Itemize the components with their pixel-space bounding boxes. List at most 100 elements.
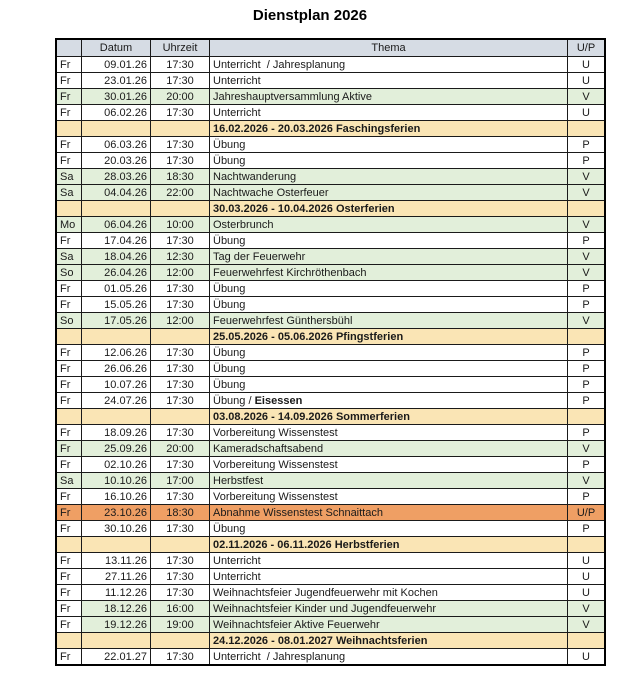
cell-datum: 10.10.26	[81, 472, 151, 489]
cell-uhrzeit: 17:30	[150, 456, 210, 473]
cell-up: V	[567, 216, 606, 233]
cell-uhrzeit: 10:00	[150, 216, 210, 233]
cell-day: Fr	[55, 280, 82, 297]
event-row: So 17.05.26 12:00 Feuerwehrfest Günthersbüh…	[55, 312, 606, 329]
cell-uhrzeit: 17:30	[150, 344, 210, 361]
cell-up: P	[567, 232, 606, 249]
cell-up	[567, 536, 606, 553]
event-row: Fr 20.03.26 17:30 Übung P	[55, 152, 606, 169]
cell-datum: 06.02.26	[81, 104, 151, 121]
cell-datum: 23.01.26	[81, 72, 151, 89]
cell-uhrzeit: 17:30	[150, 392, 210, 409]
cell-up: U	[567, 552, 606, 569]
event-row: Fr 27.11.26 17:30 Unterricht U	[55, 568, 606, 585]
cell-uhrzeit: 22:00	[150, 184, 210, 201]
cell-thema: Kameradschaftsabend	[209, 440, 568, 457]
cell-datum: 18.04.26	[81, 248, 151, 265]
cell-day	[55, 408, 82, 425]
cell-day: Fr	[55, 504, 82, 521]
cell-up: P	[567, 152, 606, 169]
cell-thema: Unterricht	[209, 552, 568, 569]
cell-thema: Übung	[209, 136, 568, 153]
cell-uhrzeit: 20:00	[150, 88, 210, 105]
cell-thema: Vorbereitung Wissenstest	[209, 424, 568, 441]
cell-up	[567, 408, 606, 425]
cell-datum	[81, 120, 151, 137]
cell-thema: Übung	[209, 376, 568, 393]
event-row: Fr 01.05.26 17:30 Übung P	[55, 280, 606, 297]
cell-datum	[81, 200, 151, 217]
dienstplan-table: Datum Uhrzeit Thema U/P Fr 09.01.26 17:30 U…	[55, 38, 606, 666]
event-row: Sa 04.04.26 22:00 Nachtwache Osterfeuer V	[55, 184, 606, 201]
cell-uhrzeit: 17:30	[150, 104, 210, 121]
cell-datum: 30.01.26	[81, 88, 151, 105]
cell-uhrzeit: 17:30	[150, 584, 210, 601]
cell-up	[567, 200, 606, 217]
event-row: Fr 12.06.26 17:30 Übung P	[55, 344, 606, 361]
cell-day	[55, 632, 82, 649]
cell-thema: Abnahme Wissenstest Schnaittach	[209, 504, 568, 521]
cell-thema: Herbstfest	[209, 472, 568, 489]
cell-thema: Übung / Eisessen	[209, 392, 568, 409]
cell-uhrzeit: 18:30	[150, 504, 210, 521]
event-row: Fr 19.12.26 19:00 Weihnachtsfeier Aktive Fe…	[55, 616, 606, 633]
cell-datum: 17.04.26	[81, 232, 151, 249]
cell-thema: Unterricht / Jahresplanung	[209, 56, 568, 73]
cell-uhrzeit: 17:30	[150, 424, 210, 441]
cell-datum: 18.09.26	[81, 424, 151, 441]
cell-thema: Feuerwehrfest Günthersbühl	[209, 312, 568, 329]
cell-up: U	[567, 104, 606, 121]
thema-bold-text: Eisessen	[254, 394, 303, 407]
cell-up: V	[567, 184, 606, 201]
cell-uhrzeit: 17:30	[150, 552, 210, 569]
event-row: Fr 06.03.26 17:30 Übung P	[55, 136, 606, 153]
cell-uhrzeit: 12:00	[150, 264, 210, 281]
cell-day: Fr	[55, 136, 82, 153]
cell-datum: 26.06.26	[81, 360, 151, 377]
cell-up: V	[567, 472, 606, 489]
cell-thema: Unterricht	[209, 104, 568, 121]
cell-day: Fr	[55, 568, 82, 585]
cell-up	[567, 632, 606, 649]
cell-thema: Weihnachtsfeier Aktive Feuerwehr	[209, 616, 568, 633]
cell-up: U	[567, 648, 606, 666]
cell-datum: 13.11.26	[81, 552, 151, 569]
cell-up: U	[567, 56, 606, 73]
event-row: Sa 18.04.26 12:30 Tag der Feuerwehr V	[55, 248, 606, 265]
cell-uhrzeit	[150, 632, 210, 649]
cell-thema: Übung	[209, 232, 568, 249]
cell-day	[55, 536, 82, 553]
event-row: Fr 24.07.26 17:30 Übung / Eisessen P	[55, 392, 606, 409]
cell-uhrzeit: 17:30	[150, 360, 210, 377]
cell-thema: Weihnachtsfeier Kinder und Jugendfeuerwe…	[209, 600, 568, 617]
cell-day: Mo	[55, 216, 82, 233]
cell-thema: Übung	[209, 344, 568, 361]
cell-datum: 06.04.26	[81, 216, 151, 233]
cell-day: Fr	[55, 360, 82, 377]
cell-datum: 22.01.27	[81, 648, 151, 666]
cell-day: Sa	[55, 472, 82, 489]
cell-day	[55, 120, 82, 137]
event-row: Sa 28.03.26 18:30 Nachtwanderung V	[55, 168, 606, 185]
cell-up: P	[567, 296, 606, 313]
cell-datum: 10.07.26	[81, 376, 151, 393]
event-row: So 26.04.26 12:00 Feuerwehrfest Kirchröthen…	[55, 264, 606, 281]
cell-thema: 24.12.2026 - 08.01.2027 Weihnachtsferien	[209, 632, 568, 649]
cell-uhrzeit	[150, 200, 210, 217]
cell-uhrzeit: 17:30	[150, 232, 210, 249]
cell-uhrzeit: 18:30	[150, 168, 210, 185]
cell-uhrzeit: 20:00	[150, 440, 210, 457]
cell-datum: 20.03.26	[81, 152, 151, 169]
cell-up: V	[567, 88, 606, 105]
cell-uhrzeit: 17:30	[150, 280, 210, 297]
cell-day: Fr	[55, 232, 82, 249]
cell-datum: 15.05.26	[81, 296, 151, 313]
cell-uhrzeit: 16:00	[150, 600, 210, 617]
cell-day: Fr	[55, 600, 82, 617]
event-row: Fr 09.01.26 17:30 Unterricht / Jahresplanun…	[55, 56, 606, 73]
cell-datum: 12.06.26	[81, 344, 151, 361]
cell-thema: Tag der Feuerwehr	[209, 248, 568, 265]
cell-day: Fr	[55, 552, 82, 569]
cell-day: So	[55, 264, 82, 281]
header-datum: Datum	[81, 38, 151, 57]
